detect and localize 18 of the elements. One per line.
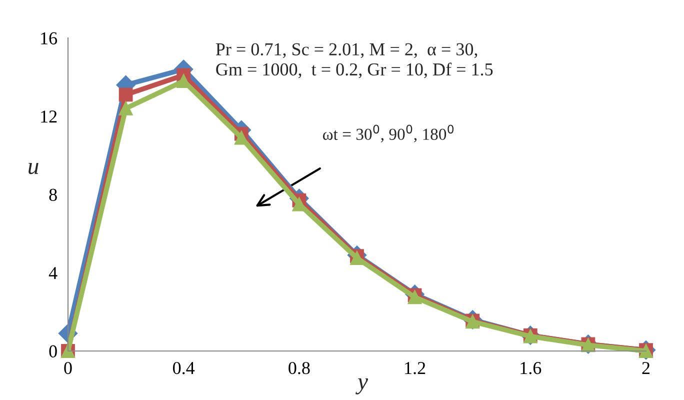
- y-tick-label: 0: [49, 345, 57, 358]
- x-axis-title: y: [356, 378, 368, 394]
- point: [118, 101, 133, 116]
- point: [118, 88, 133, 102]
- x-tick-label: 0: [64, 362, 72, 374]
- annotation: ωt = 30$^{0}$, 90$^{0}$, 180$^{0}$: [322, 124, 454, 142]
- annotation: Pr = 0.71, Sc = 2.01, M = 2, α = 30, Gm = 1000, t = 0.2, Gr = 10, Df = 1.5: [216, 43, 493, 78]
- x-tick-label: 0.4: [173, 362, 195, 374]
- y-tick-label: 8: [49, 188, 57, 201]
- x-tick-label: 0.8: [288, 362, 310, 374]
- y-tick-label: 4: [48, 267, 58, 280]
- x-tick-label: 2: [642, 362, 650, 374]
- point: [234, 130, 248, 145]
- y-tick-label: 16: [41, 32, 58, 44]
- x-tick-label: 1.2: [405, 362, 426, 374]
- y-axis-title: u: [28, 162, 38, 174]
- x-tick-label: 1.6: [520, 362, 542, 374]
- y-tick-label: 12: [41, 110, 57, 123]
